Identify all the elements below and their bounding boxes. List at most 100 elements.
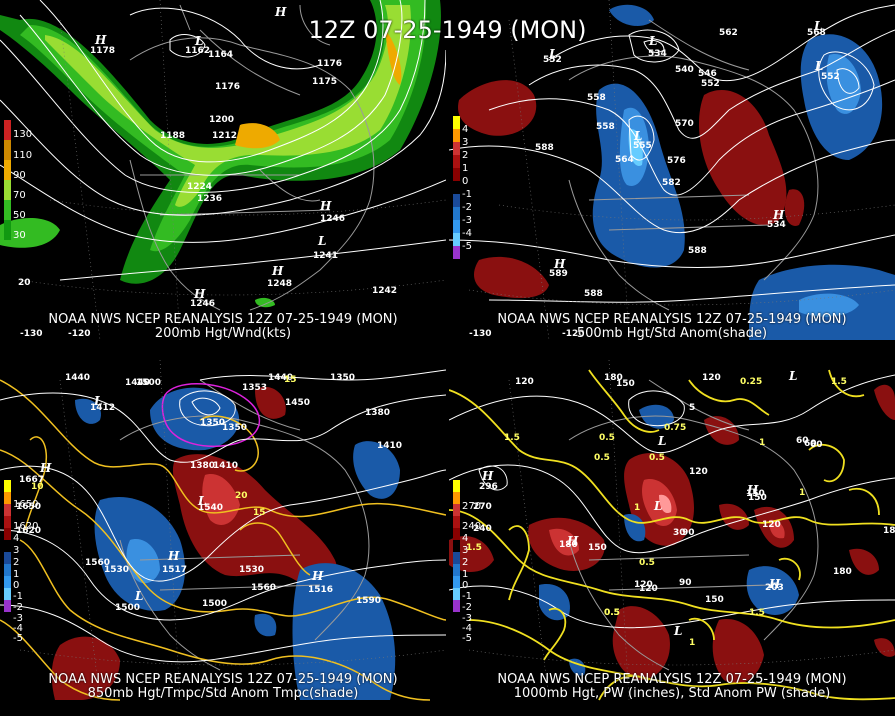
contour-label: 1224 <box>187 182 212 192</box>
legend-label: 1 <box>13 569 20 580</box>
contour-label: 558 <box>596 122 615 132</box>
latlon-grid <box>468 360 895 701</box>
latitude-label: 20 <box>18 278 31 288</box>
contour-label: 120 <box>515 377 534 387</box>
legend-label: -3 <box>462 215 472 226</box>
legend-label: -5 <box>13 633 23 644</box>
coastlines <box>568 379 819 671</box>
pw-label: 0.75 <box>664 423 686 433</box>
contour-label: 1440 <box>125 378 150 388</box>
pressure-centers: L L L L H H L <box>548 19 823 271</box>
height-contours <box>0 0 446 281</box>
contour-label: 568 <box>807 28 826 38</box>
legend-label: -1 <box>462 189 472 200</box>
height-contours <box>449 4 895 303</box>
contour-label: 1176 <box>317 59 342 69</box>
legend-label: 0 <box>13 580 20 591</box>
low-center: L <box>653 499 662 513</box>
caption-source: NOAA NWS NCEP REANALYSIS 12Z 07-25-1949 … <box>497 312 847 327</box>
contour-label: 546 <box>698 69 717 79</box>
contour-label: 5 <box>689 403 695 413</box>
contour-label: 1412 <box>90 403 115 413</box>
latlon-grid <box>19 360 446 701</box>
pw-label: 1 <box>799 488 805 498</box>
contour-label: 1440 <box>65 373 90 383</box>
contour-labels: 552 534 540 546 552 558 558 564 570 576 … <box>535 28 840 299</box>
contour-label: 1236 <box>197 194 222 204</box>
anomaly-shading <box>51 386 400 700</box>
high-center: H <box>772 208 785 222</box>
contour-label: 1350 <box>222 423 247 433</box>
contour-label: 1500 <box>136 378 161 388</box>
contour-label: 120 <box>634 580 653 590</box>
legend-label: 30 <box>13 230 26 241</box>
legend-label: 3 <box>13 545 20 556</box>
contour-label: 588 <box>688 246 707 256</box>
contour-label: 1380 <box>365 408 390 418</box>
contour-label: 1500 <box>202 599 227 609</box>
high-center: H <box>311 569 324 583</box>
coastlines <box>568 19 819 311</box>
legend-label: -3 <box>462 613 472 624</box>
map-500mb: 552 534 540 546 552 558 558 564 570 576 … <box>449 0 895 341</box>
panel-500mb: 552 534 540 546 552 558 558 564 570 576 … <box>449 0 895 356</box>
pressure-centers: H L H L H H H <box>94 5 332 301</box>
map-200mb: 1164 1176 1176 1188 1200 1212 1224 1236 … <box>0 0 446 341</box>
legend-label: 270 <box>462 501 482 512</box>
contour-label: 1620 <box>16 526 41 536</box>
height-contours <box>0 369 446 663</box>
contour-label: 180 <box>604 373 623 383</box>
contour-label: 1176 <box>215 82 240 92</box>
coastlines <box>129 4 375 311</box>
low-center: L <box>673 624 682 638</box>
legend-label: 130 <box>13 129 33 140</box>
contour-label: 1410 <box>213 461 238 471</box>
height-contours <box>449 374 895 629</box>
pw-labels: 0.25 0.5 0.5 0.75 1 1.5 0.5 0.5 1 1.5 1 … <box>466 377 847 648</box>
contour-label: 1188 <box>160 131 185 141</box>
contour-label: 150 <box>705 595 724 605</box>
contour-label: 270 <box>473 502 492 512</box>
pw-label: 0.25 <box>740 377 762 387</box>
legend-label: 90 <box>13 170 26 181</box>
caption-product: 1000mb Hgt, PW (inches), Std Anom PW (sh… <box>513 686 831 701</box>
legend-label: -1 <box>13 591 23 602</box>
legend-label: -3 <box>13 613 23 624</box>
contour-label: 540 <box>675 65 694 75</box>
pw-label: 0.5 <box>594 453 610 463</box>
wind-shading <box>0 0 441 308</box>
pw-label: 1 <box>689 638 695 648</box>
low-center: L <box>648 34 657 48</box>
contour-labels: 120 180 150 120 150 60 150 90 180 150 12… <box>473 373 895 605</box>
low-center: L <box>657 434 666 448</box>
contour-label: 1560 <box>251 583 276 593</box>
legend-label: 4 <box>462 124 469 135</box>
latlon-grid <box>19 0 446 341</box>
contour-label: 1212 <box>212 131 237 141</box>
contour-label: 1530 <box>104 565 129 575</box>
contour-label: 1517 <box>162 565 187 575</box>
contour-label: 562 <box>719 28 738 38</box>
anomaly-shading <box>458 4 895 340</box>
caption-source: NOAA NWS NCEP REANALYSIS 12Z 07-25-1949 … <box>48 672 398 687</box>
legend-label: -2 <box>13 602 23 613</box>
latlon-grid <box>468 0 895 341</box>
legend-label: -1 <box>462 591 472 602</box>
low-center: L <box>93 394 102 408</box>
low-center: L <box>548 47 557 61</box>
contour-label: 558 <box>587 93 606 103</box>
contour-label: 1162 <box>185 46 210 56</box>
contour-label: 534 <box>648 49 667 59</box>
contour-label: 1164 <box>208 50 233 60</box>
contour-label: 582 <box>662 178 681 188</box>
low-center: L <box>813 19 822 33</box>
contour-label: 1178 <box>90 46 115 56</box>
legend-label: 1650 <box>13 499 39 510</box>
pw-label: 0.5 <box>604 608 620 618</box>
legend-label: -4 <box>462 623 472 634</box>
low-center: L <box>633 129 642 143</box>
contour-label: 576 <box>667 156 686 166</box>
legend-label: 2 <box>462 557 469 568</box>
legend-label: -2 <box>462 202 472 213</box>
high-center: H <box>94 33 107 47</box>
